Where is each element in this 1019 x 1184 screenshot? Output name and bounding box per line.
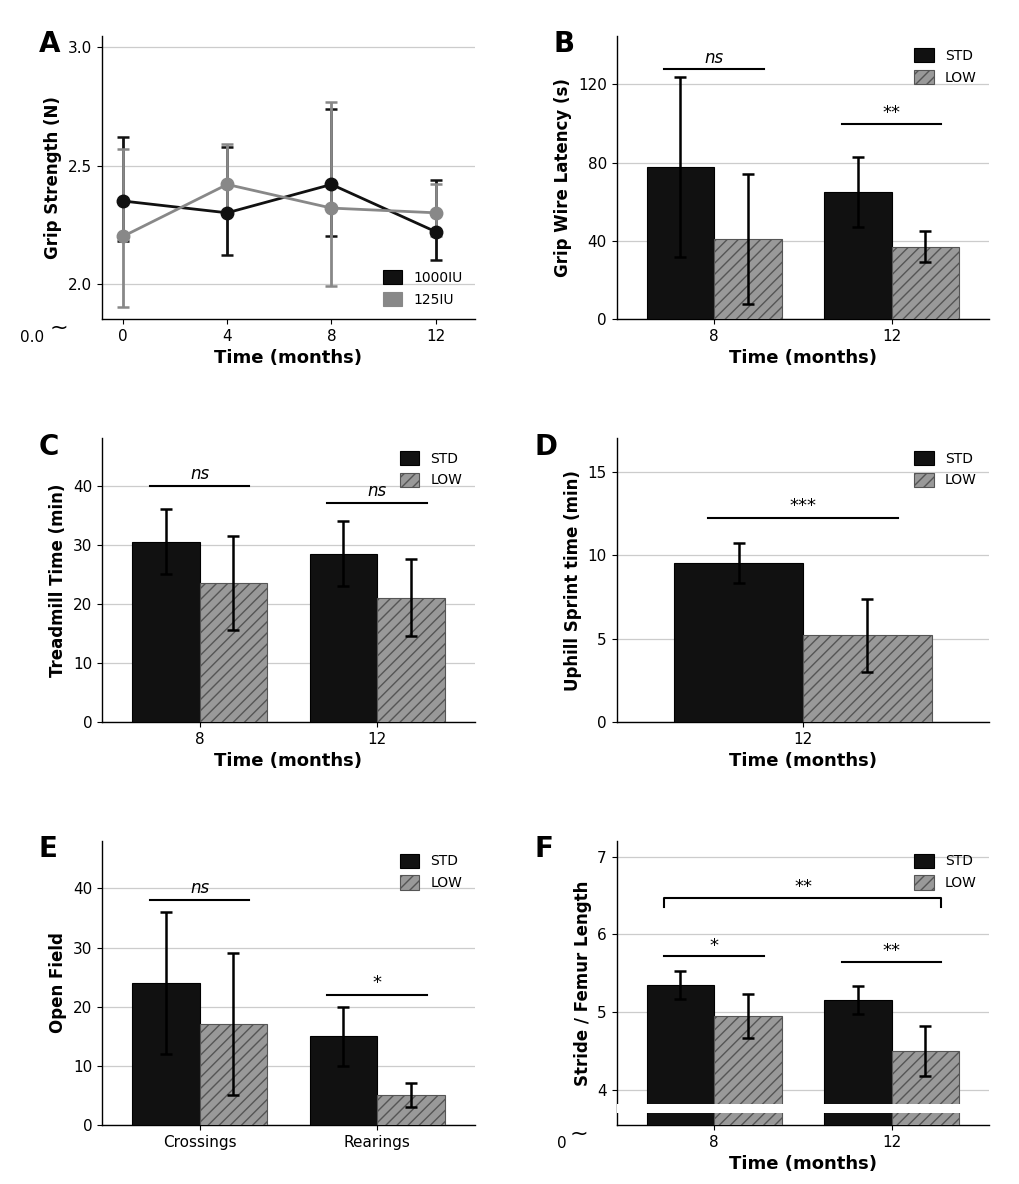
Bar: [310, 1036, 377, 1125]
Legend: STD, LOW: STD, LOW: [908, 43, 981, 90]
Bar: [646, 167, 713, 320]
Text: E: E: [39, 836, 57, 863]
Text: C: C: [39, 432, 59, 461]
Text: ns: ns: [190, 880, 209, 897]
Bar: [615, 1103, 988, 1113]
Legend: STD, LOW: STD, LOW: [908, 445, 981, 493]
Bar: [377, 1095, 444, 1125]
Legend: 1000IU, 125IU: 1000IU, 125IU: [377, 264, 468, 313]
Bar: [132, 983, 200, 1125]
Bar: [823, 1000, 891, 1184]
Text: 0.0: 0.0: [20, 330, 44, 345]
Legend: STD, LOW: STD, LOW: [908, 848, 981, 896]
Text: **: **: [881, 942, 900, 960]
Text: F: F: [534, 836, 553, 863]
Y-axis label: Grip Wire Latency (s): Grip Wire Latency (s): [554, 78, 572, 277]
Y-axis label: Grip Strength (N): Grip Strength (N): [45, 96, 62, 259]
Bar: [200, 1024, 267, 1125]
Text: **: **: [793, 879, 811, 896]
Y-axis label: Uphill Sprint time (min): Uphill Sprint time (min): [564, 470, 582, 690]
Text: ~: ~: [570, 1124, 588, 1144]
Text: *: *: [709, 937, 718, 954]
Text: D: D: [534, 432, 557, 461]
Legend: STD, LOW: STD, LOW: [394, 848, 468, 896]
Text: A: A: [39, 30, 60, 58]
Text: **: **: [881, 103, 900, 122]
Bar: [802, 636, 931, 722]
Bar: [823, 192, 891, 320]
Text: B: B: [552, 30, 574, 58]
Text: ***: ***: [789, 497, 815, 515]
Bar: [713, 239, 781, 320]
Bar: [713, 1016, 781, 1184]
X-axis label: Time (months): Time (months): [729, 752, 876, 771]
Text: 0: 0: [556, 1135, 566, 1151]
X-axis label: Time (months): Time (months): [729, 349, 876, 367]
Bar: [310, 554, 377, 722]
Text: ns: ns: [367, 482, 386, 501]
Bar: [132, 542, 200, 722]
Bar: [674, 564, 802, 722]
Legend: STD, LOW: STD, LOW: [394, 445, 468, 493]
Text: ~: ~: [50, 317, 68, 337]
Text: ns: ns: [190, 464, 209, 483]
X-axis label: Time (months): Time (months): [214, 752, 362, 771]
Bar: [646, 985, 713, 1184]
Y-axis label: Treadmill Time (min): Treadmill Time (min): [49, 483, 67, 677]
X-axis label: Time (months): Time (months): [729, 1156, 876, 1173]
Text: ns: ns: [704, 49, 723, 66]
Bar: [200, 583, 267, 722]
Bar: [377, 598, 444, 722]
X-axis label: Time (months): Time (months): [214, 349, 362, 367]
Text: *: *: [372, 973, 381, 992]
Bar: [891, 246, 958, 320]
Y-axis label: Stride / Femur Length: Stride / Femur Length: [573, 880, 591, 1086]
Y-axis label: Open Field: Open Field: [49, 933, 67, 1034]
Bar: [891, 1051, 958, 1184]
